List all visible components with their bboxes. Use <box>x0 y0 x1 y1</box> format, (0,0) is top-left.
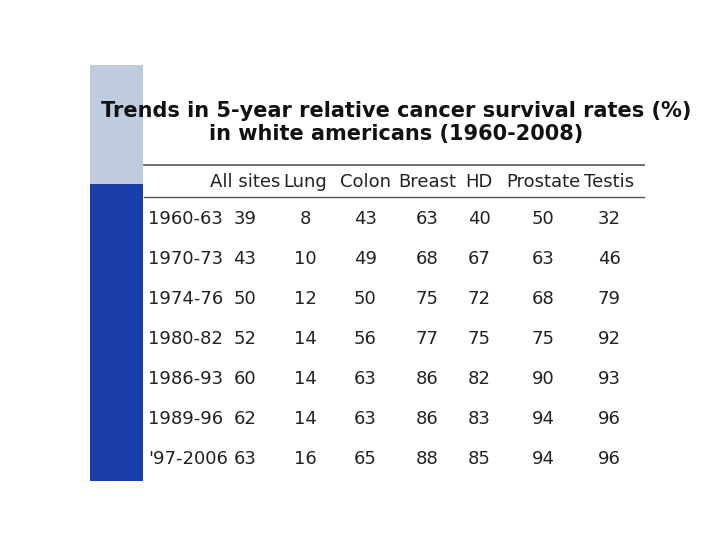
Text: 60: 60 <box>234 370 256 388</box>
Text: Prostate: Prostate <box>506 173 580 191</box>
Text: 92: 92 <box>598 330 621 348</box>
Text: 96: 96 <box>598 450 621 468</box>
Text: 43: 43 <box>354 210 377 228</box>
Text: 88: 88 <box>415 450 438 468</box>
Text: Breast: Breast <box>398 173 456 191</box>
Text: 1986-93: 1986-93 <box>148 370 223 388</box>
Text: 10: 10 <box>294 250 317 268</box>
Text: 77: 77 <box>415 330 438 348</box>
Text: 65: 65 <box>354 450 377 468</box>
Text: 49: 49 <box>354 250 377 268</box>
Text: 93: 93 <box>598 370 621 388</box>
Text: 14: 14 <box>294 410 317 428</box>
Text: 83: 83 <box>467 410 490 428</box>
Text: 75: 75 <box>467 330 490 348</box>
Text: 63: 63 <box>233 450 256 468</box>
Text: 1960-63: 1960-63 <box>148 210 223 228</box>
Text: 16: 16 <box>294 450 317 468</box>
Text: 90: 90 <box>532 370 554 388</box>
Text: 39: 39 <box>233 210 256 228</box>
Text: 12: 12 <box>294 290 317 308</box>
Text: 62: 62 <box>233 410 256 428</box>
Text: Lung: Lung <box>284 173 328 191</box>
Text: 50: 50 <box>233 290 256 308</box>
Text: 1974-76: 1974-76 <box>148 290 223 308</box>
Text: 94: 94 <box>532 410 555 428</box>
Text: 32: 32 <box>598 210 621 228</box>
Text: 56: 56 <box>354 330 377 348</box>
Text: 75: 75 <box>532 330 555 348</box>
Text: 72: 72 <box>467 290 490 308</box>
Text: Trends in 5-year relative cancer survival rates (%)
in white americans (1960-200: Trends in 5-year relative cancer surviva… <box>101 101 691 144</box>
Text: HD: HD <box>465 173 492 191</box>
Bar <box>90 184 143 481</box>
Text: 63: 63 <box>354 370 377 388</box>
Text: 85: 85 <box>467 450 490 468</box>
Text: 8: 8 <box>300 210 311 228</box>
Text: 43: 43 <box>233 250 256 268</box>
Text: 67: 67 <box>467 250 490 268</box>
Text: 68: 68 <box>532 290 554 308</box>
Text: '97-2006: '97-2006 <box>148 450 228 468</box>
Text: 86: 86 <box>415 410 438 428</box>
Text: 46: 46 <box>598 250 621 268</box>
Text: Testis: Testis <box>584 173 634 191</box>
Text: 14: 14 <box>294 330 317 348</box>
Text: Colon: Colon <box>340 173 391 191</box>
Text: 50: 50 <box>532 210 554 228</box>
Text: 52: 52 <box>233 330 256 348</box>
Text: 86: 86 <box>415 370 438 388</box>
Text: 1970-73: 1970-73 <box>148 250 223 268</box>
Text: 94: 94 <box>532 450 555 468</box>
Text: 68: 68 <box>415 250 438 268</box>
Bar <box>90 65 143 184</box>
Text: 14: 14 <box>294 370 317 388</box>
Text: 40: 40 <box>468 210 490 228</box>
Text: 1980-82: 1980-82 <box>148 330 223 348</box>
Text: 63: 63 <box>354 410 377 428</box>
Text: 79: 79 <box>598 290 621 308</box>
Text: 63: 63 <box>415 210 438 228</box>
Text: All sites: All sites <box>210 173 280 191</box>
Text: 82: 82 <box>467 370 490 388</box>
Text: 75: 75 <box>415 290 438 308</box>
Text: 1989-96: 1989-96 <box>148 410 223 428</box>
Text: 63: 63 <box>532 250 555 268</box>
Text: 50: 50 <box>354 290 377 308</box>
Text: 96: 96 <box>598 410 621 428</box>
